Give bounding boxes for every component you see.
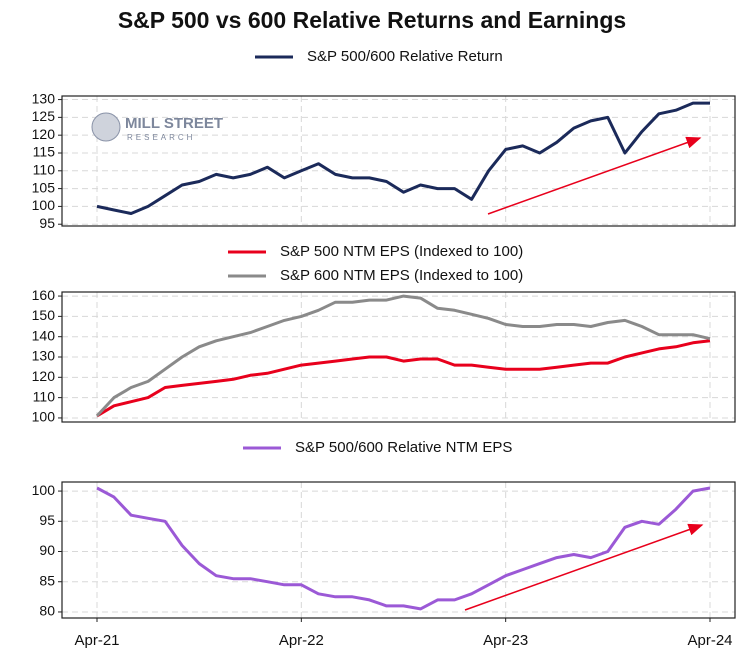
series-line [96, 486, 711, 611]
y-tick-label: 120 [32, 368, 56, 384]
y-tick-label: 150 [32, 307, 56, 323]
logo-name: MILL STREET [125, 115, 223, 132]
y-tick-label: 110 [33, 388, 56, 404]
y-tick-label: 140 [32, 327, 56, 343]
chart-title: S&P 500 vs 600 Relative Returns and Earn… [118, 7, 626, 33]
y-tick-label: 120 [32, 126, 56, 142]
legend-label: S&P 500/600 Relative Return [307, 48, 503, 65]
y-tick-label: 100 [32, 197, 56, 213]
series-line [96, 339, 711, 418]
trend-arrow [464, 523, 704, 611]
y-tick-label: 80 [39, 603, 55, 619]
legend-label: S&P 600 NTM EPS (Indexed to 100) [280, 267, 523, 284]
y-tick-label: 95 [39, 215, 55, 231]
series-line [95, 294, 711, 417]
y-tick-label: 90 [39, 542, 55, 558]
logo-sub: RESEARCH [127, 133, 195, 142]
x-tick-label: Apr-24 [687, 632, 732, 649]
series-line [96, 101, 710, 215]
plot-frame [61, 481, 736, 619]
y-tick-label: 85 [39, 572, 55, 588]
y-tick-label: 105 [32, 179, 56, 195]
y-tick-label: 125 [32, 108, 56, 124]
plot-frame [61, 291, 736, 423]
logo: MILL STREET RESEARCH [91, 112, 223, 142]
y-tick-label: 100 [32, 482, 56, 498]
y-tick-label: 115 [33, 144, 56, 160]
y-tick-label: 100 [32, 409, 56, 425]
y-tick-label: 130 [32, 90, 56, 106]
plot-frame [61, 95, 736, 227]
legend-label: S&P 500 NTM EPS (Indexed to 100) [280, 243, 523, 260]
legend-label: S&P 500/600 Relative NTM EPS [295, 439, 512, 456]
x-tick-label: Apr-22 [279, 632, 324, 649]
y-tick-label: 160 [32, 287, 56, 303]
x-tick-label: Apr-21 [74, 632, 119, 649]
y-tick-label: 130 [32, 348, 56, 364]
y-tick-label: 110 [33, 161, 56, 177]
y-tick-label: 95 [39, 512, 55, 528]
x-tick-label: Apr-23 [483, 632, 528, 649]
panel: 100 110 120 130 140 150 160 S&P 500 NTM EPS (In… [32, 243, 736, 425]
trend-arrow [487, 136, 702, 215]
panel: 80 85 90 95 100 S&P 500/600 Relative NTM EPS A… [32, 439, 736, 649]
